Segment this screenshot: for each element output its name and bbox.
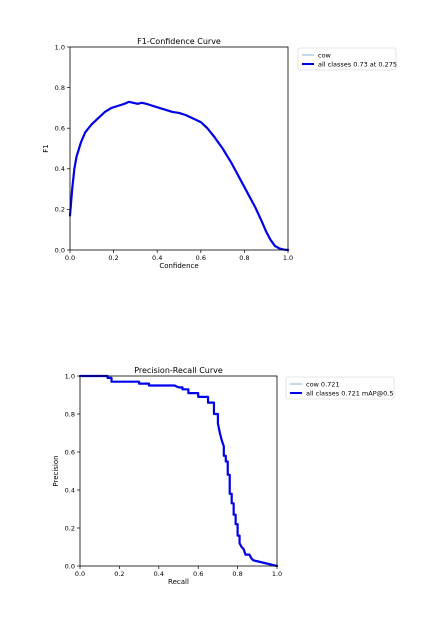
y-tick-label: 0.8	[55, 84, 65, 92]
series-lines	[78, 374, 279, 568]
x-tick-label: 0.6	[193, 570, 203, 578]
legend-entry: all classes 0.721 mAP@0.5	[306, 389, 393, 397]
legend: cow 0.721 all classes 0.721 mAP@0.5	[285, 376, 395, 400]
series-line-class	[79, 375, 278, 567]
x-axis-label: Confidence	[159, 262, 198, 270]
chart-title: Precision-Recall Curve	[134, 366, 223, 375]
y-tick-label: 1.0	[65, 372, 75, 380]
legend-entry: cow 0.721	[306, 380, 340, 388]
x-tick-label: 1.0	[272, 570, 282, 578]
y-axis-label: F1	[42, 144, 50, 152]
plot-frame	[79, 375, 278, 567]
precision-recall-chart: Precision-Recall Curve Recall Precision …	[52, 366, 395, 586]
f1-confidence-chart: F1-Confidence Curve Confidence F1 0.0 0.2…	[42, 37, 397, 270]
series-line-all-classes	[78, 374, 279, 568]
plot-frame	[69, 46, 289, 251]
axis-ticks: 0.0 0.2 0.4 0.6 0.8 1.0 0.0 0.2 0.4 0.6 0.8 1.0	[65, 372, 283, 578]
x-tick-label: 0.2	[108, 254, 118, 262]
y-tick-label: 1.0	[55, 43, 65, 51]
x-tick-label: 0.4	[152, 254, 162, 262]
y-tick-label: 0.0	[65, 562, 75, 570]
x-tick-label: 1.0	[283, 254, 293, 262]
axis-ticks: 0.0 0.2 0.4 0.6 0.8 1.0 0.0 0.2 0.4 0.6 0.8 1.0	[55, 43, 294, 262]
y-tick-label: 0.6	[55, 125, 65, 133]
x-tick-label: 0.6	[196, 254, 206, 262]
legend-entry: cow	[318, 51, 332, 59]
legend: cow all classes 0.73 at 0.275	[297, 47, 397, 71]
x-tick-label: 0.8	[232, 570, 242, 578]
y-tick-label: 0.4	[55, 165, 65, 173]
y-axis-label: Precision	[52, 455, 60, 486]
legend-entry: all classes 0.73 at 0.275	[318, 60, 397, 68]
y-tick-label: 0.2	[55, 206, 65, 214]
y-tick-label: 0.4	[65, 486, 75, 494]
x-axis-label: Recall	[168, 578, 189, 586]
x-tick-label: 0.8	[239, 254, 249, 262]
series-line-class	[69, 101, 289, 251]
y-tick-label: 0.8	[65, 410, 75, 418]
x-tick-label: 0.0	[75, 570, 85, 578]
chart-title: F1-Confidence Curve	[137, 37, 221, 46]
legend-box	[297, 47, 397, 71]
series-lines	[68, 100, 290, 252]
series-line-all-classes	[68, 100, 290, 252]
x-tick-label: 0.2	[114, 570, 124, 578]
y-tick-label: 0.6	[65, 448, 75, 456]
legend-box	[285, 376, 395, 400]
x-tick-label: 0.0	[65, 254, 75, 262]
y-tick-label: 0.2	[65, 524, 75, 532]
y-tick-label: 0.0	[55, 246, 65, 254]
x-tick-label: 0.4	[154, 570, 164, 578]
